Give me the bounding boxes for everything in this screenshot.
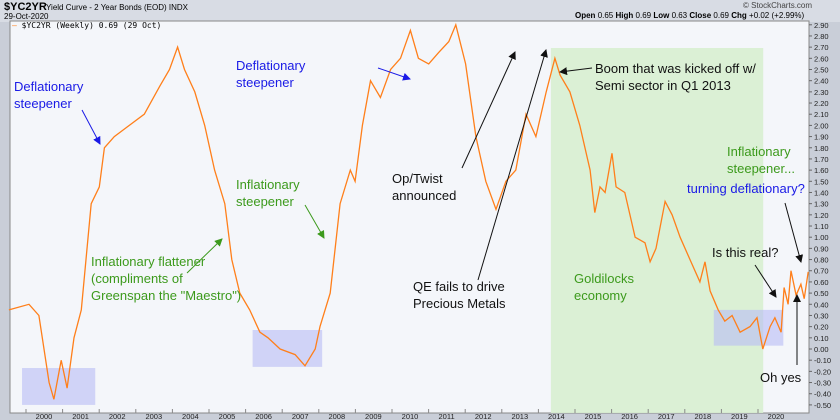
legend: — $YC2YR (Weekly) 0.69 (29 Oct): [12, 21, 161, 30]
y-tick-label: -0.20: [814, 367, 831, 376]
x-tick-label: 2016: [621, 412, 638, 420]
ann-line: steepener: [236, 193, 300, 210]
x-tick-label: 2012: [475, 412, 492, 420]
annotation-turning-deflationary: turning deflationary?: [687, 180, 805, 197]
y-tick-label: 0.40: [814, 300, 829, 309]
y-tick-label: 1.40: [814, 188, 829, 197]
y-tick-label: -0.40: [814, 390, 831, 399]
y-tick-label: 2.50: [814, 66, 829, 75]
y-tick-label: 0.10: [814, 334, 829, 343]
x-tick-label: 2019: [731, 412, 748, 420]
y-tick-label: 1.30: [814, 200, 829, 209]
y-tick-label: 2.10: [814, 110, 829, 119]
x-tick-label: 2001: [72, 412, 89, 420]
x-tick-label: 2010: [402, 412, 419, 420]
ann-line: Inflationary flattener: [91, 253, 241, 270]
x-tick-label: 2014: [548, 412, 565, 420]
y-tick-label: 1.70: [814, 155, 829, 164]
ann-line: Inflationary: [727, 143, 795, 160]
annotation-boom: Boom that was kicked off w/Semi sector i…: [595, 60, 756, 94]
ann-line: Semi sector in Q1 2013: [595, 77, 756, 94]
y-tick-label: 0.20: [814, 323, 829, 332]
ann-line: Greenspan the "Maestro"): [91, 287, 241, 304]
x-tick-label: 2017: [658, 412, 675, 420]
ann-line: economy: [574, 287, 634, 304]
y-tick-label: 2.90: [814, 21, 829, 30]
y-tick-label: -0.50: [814, 401, 831, 410]
ann-line: steepener...: [727, 160, 795, 177]
y-tick-label: -0.30: [814, 379, 831, 388]
y-tick-label: 2.40: [814, 77, 829, 86]
annotation-qe: QE fails to drivePrecious Metals: [413, 278, 505, 312]
y-tick-label: 0.50: [814, 289, 829, 298]
x-tick-label: 2000: [36, 412, 53, 420]
annotation-goldilocks: Goldilockseconomy: [574, 270, 634, 304]
y-tick-label: 1.80: [814, 144, 829, 153]
y-tick-label: 2.70: [814, 43, 829, 52]
ann-line: Boom that was kicked off w/: [595, 60, 756, 77]
ann-line: Goldilocks: [574, 270, 634, 287]
annotation-is-this-real: Is this real?: [712, 244, 778, 261]
y-tick-label: -0.10: [814, 356, 831, 365]
y-tick-label: 1.10: [814, 222, 829, 231]
x-tick-label: 2002: [109, 412, 126, 420]
highlight-box: [253, 330, 323, 367]
x-tick-label: 2003: [145, 412, 162, 420]
annotation-op-twist: Op/Twistannounced: [392, 170, 456, 204]
y-tick-label: 0.80: [814, 256, 829, 265]
ann-line: Deflationary: [236, 57, 305, 74]
ann-line: announced: [392, 187, 456, 204]
ann-line: (compliments of: [91, 270, 241, 287]
annotation-oh-yes: Oh yes: [760, 369, 801, 386]
y-tick-label: 2.30: [814, 88, 829, 97]
y-tick-label: 1.60: [814, 166, 829, 175]
y-tick-label: 1.50: [814, 177, 829, 186]
x-tick-label: 2008: [328, 412, 345, 420]
x-tick-label: 2013: [511, 412, 528, 420]
y-tick-label: 0.60: [814, 278, 829, 287]
x-tick-label: 2011: [439, 412, 455, 420]
x-tick-label: 2020: [768, 412, 785, 420]
y-tick-label: 2.80: [814, 32, 829, 41]
x-tick-label: 2015: [585, 412, 602, 420]
shaded-region: [551, 48, 763, 413]
y-tick-label: 1.90: [814, 133, 829, 142]
x-tick-label: 2004: [182, 412, 199, 420]
y-tick-label: 0.00: [814, 345, 829, 354]
annotation-deflationary-steepener-2: Deflationarysteepener: [236, 57, 305, 91]
x-tick-label: 2006: [255, 412, 272, 420]
y-tick-label: 0.70: [814, 267, 829, 276]
annotation-deflationary-steepener-1: Deflationarysteepener: [14, 78, 83, 112]
legend-swatch: —: [12, 21, 17, 30]
annotation-inflationary-flattener: Inflationary flattener(compliments ofGre…: [91, 253, 241, 304]
ann-line: steepener: [14, 95, 83, 112]
ann-line: steepener: [236, 74, 305, 91]
annotation-inflationary-steepener: Inflationarysteepener: [236, 176, 300, 210]
y-tick-label: 2.60: [814, 54, 829, 63]
ann-line: Op/Twist: [392, 170, 456, 187]
ann-line: Precious Metals: [413, 295, 505, 312]
y-tick-label: 1.20: [814, 211, 829, 220]
x-tick-label: 2005: [219, 412, 236, 420]
y-tick-label: 2.20: [814, 99, 829, 108]
annotation-inflationary-steepener-2: Inflationarysteepener...: [727, 143, 795, 177]
ann-line: Deflationary: [14, 78, 83, 95]
ann-line: Inflationary: [236, 176, 300, 193]
y-tick-label: 1.00: [814, 233, 829, 242]
legend-text: $YC2YR (Weekly) 0.69 (29 Oct): [22, 21, 162, 30]
ann-line: QE fails to drive: [413, 278, 505, 295]
y-tick-label: 0.90: [814, 244, 829, 253]
x-tick-label: 2018: [694, 412, 711, 420]
y-tick-label: 0.30: [814, 311, 829, 320]
x-tick-label: 2009: [365, 412, 382, 420]
x-tick-label: 2007: [292, 412, 309, 420]
y-tick-label: 2.00: [814, 121, 829, 130]
